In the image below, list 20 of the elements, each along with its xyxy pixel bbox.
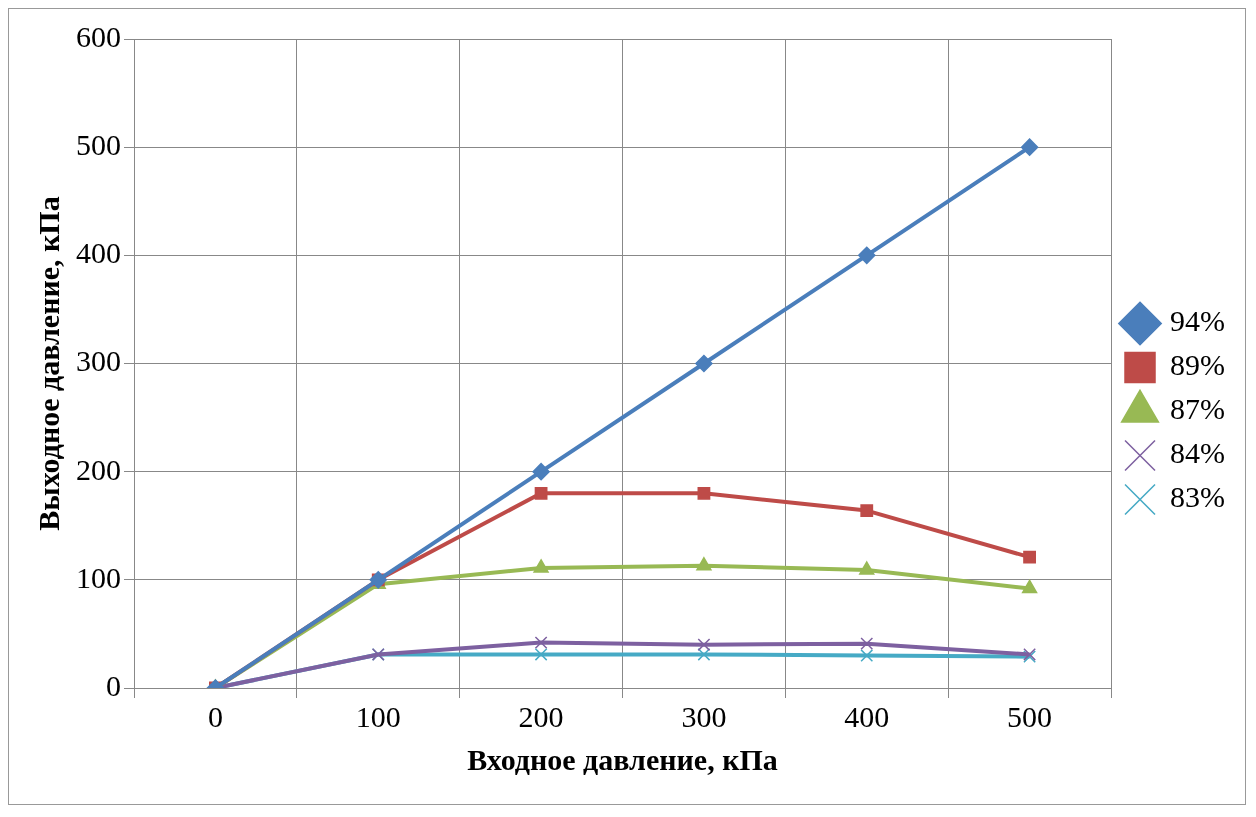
legend-label: 87% [1170, 392, 1226, 426]
y-tick-label: 300 [76, 344, 121, 378]
x-tick-label: 400 [844, 699, 890, 733]
x-tick-label: 500 [1007, 699, 1053, 733]
legend-label: 94% [1170, 304, 1226, 338]
x-tick-label: 100 [355, 699, 401, 733]
legend-label: 84% [1170, 436, 1226, 470]
y-tick-label: 400 [76, 236, 121, 270]
y-tick-label: 0 [106, 668, 121, 702]
legend-label: 83% [1170, 480, 1226, 514]
y-tick-label: 200 [76, 452, 121, 486]
y-tick-label: 500 [76, 128, 121, 162]
x-tick-label: 0 [207, 699, 223, 733]
x-tick-label: 200 [518, 699, 564, 733]
x-tick-label: 300 [681, 699, 727, 733]
y-tick-label: 600 [76, 19, 121, 53]
y-tick-label: 100 [76, 560, 121, 594]
y-axis-title: Выходное давление, кПа [31, 196, 65, 531]
legend-label: 89% [1170, 348, 1226, 382]
x-axis-title: Входное давление, кПа [467, 742, 778, 776]
